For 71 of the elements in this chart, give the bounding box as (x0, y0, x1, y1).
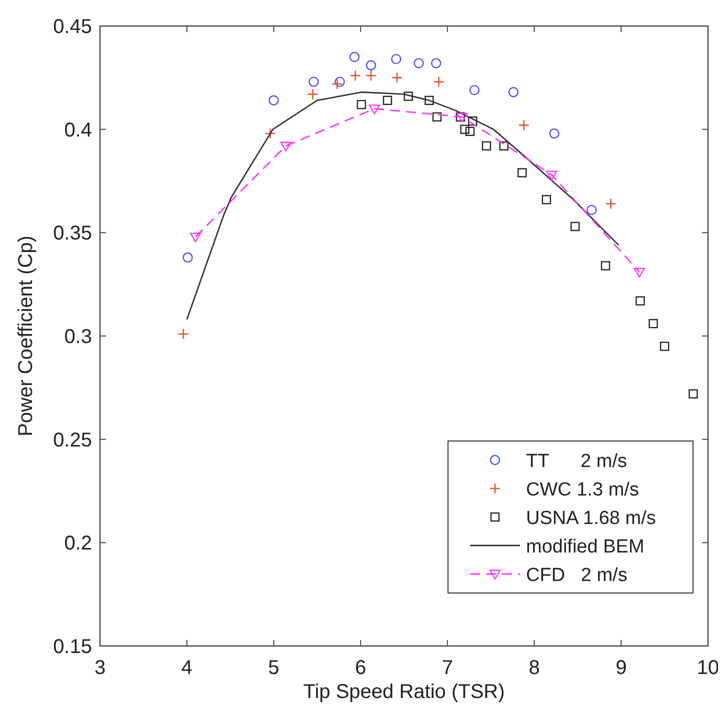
point (456, 112, 466, 122)
x-tick-label: 10 (696, 657, 720, 679)
point (542, 195, 552, 204)
point (634, 268, 645, 278)
point (469, 84, 480, 96)
point (182, 252, 193, 263)
point (465, 126, 475, 136)
point (307, 88, 318, 100)
point (460, 124, 470, 134)
point (356, 100, 366, 110)
legend-label: CWC 1.3 m/s (526, 480, 639, 500)
x-tick-label: 9 (616, 657, 627, 679)
point (660, 342, 670, 351)
point (546, 170, 558, 180)
point (331, 78, 343, 90)
point (334, 76, 345, 87)
point (508, 87, 519, 98)
x-axis-title: Tip Speed Ratio (TSR) (303, 681, 505, 703)
point (368, 104, 380, 114)
point (382, 96, 392, 105)
point (190, 232, 202, 242)
y-axis-title: Power Coefficient (Cp) (15, 236, 37, 436)
point (468, 116, 478, 126)
legend-label: USNA 1.68 m/s (526, 508, 656, 529)
x-tick-label: 5 (268, 657, 280, 679)
point (431, 58, 442, 68)
point (391, 72, 403, 84)
y-tick-label: 0.25 (53, 429, 92, 452)
point (349, 52, 360, 62)
point (688, 389, 698, 398)
y-tick-label: 0.4 (64, 119, 92, 142)
point (365, 70, 377, 82)
point (280, 142, 292, 152)
point (268, 95, 279, 106)
point (404, 92, 413, 101)
legend-label: TT 2 m/s (526, 451, 627, 472)
point (432, 112, 442, 122)
point (308, 76, 319, 87)
point (456, 112, 468, 123)
point (518, 168, 527, 178)
line-series (186, 91, 620, 320)
point (433, 76, 444, 88)
point (482, 141, 492, 150)
y-tick-label: 0.35 (53, 222, 92, 245)
point (549, 128, 560, 139)
x-tick-label: 3 (94, 657, 106, 679)
point (605, 198, 616, 210)
point (424, 96, 434, 105)
legend-label: CFD 2 m/s (526, 565, 628, 586)
point (570, 222, 580, 232)
point (414, 58, 424, 68)
point (636, 296, 645, 306)
x-tick-label: 6 (355, 657, 366, 679)
y-tick-label: 0.45 (53, 16, 92, 38)
point (518, 120, 530, 131)
x-tick-label: 8 (528, 657, 540, 679)
y-tick-label: 0.3 (64, 326, 92, 348)
legend-label: modified BEM (526, 536, 644, 558)
point (391, 54, 402, 64)
point (178, 328, 190, 340)
point (499, 141, 508, 150)
point (350, 70, 362, 82)
x-tick-label: 4 (181, 657, 192, 679)
point (264, 128, 276, 140)
point (366, 60, 376, 70)
point (586, 204, 597, 216)
point (600, 261, 610, 270)
x-tick-label: 7 (442, 657, 453, 679)
y-tick-label: 0.15 (53, 636, 92, 658)
point (648, 319, 658, 328)
y-tick-label: 0.2 (64, 532, 92, 555)
